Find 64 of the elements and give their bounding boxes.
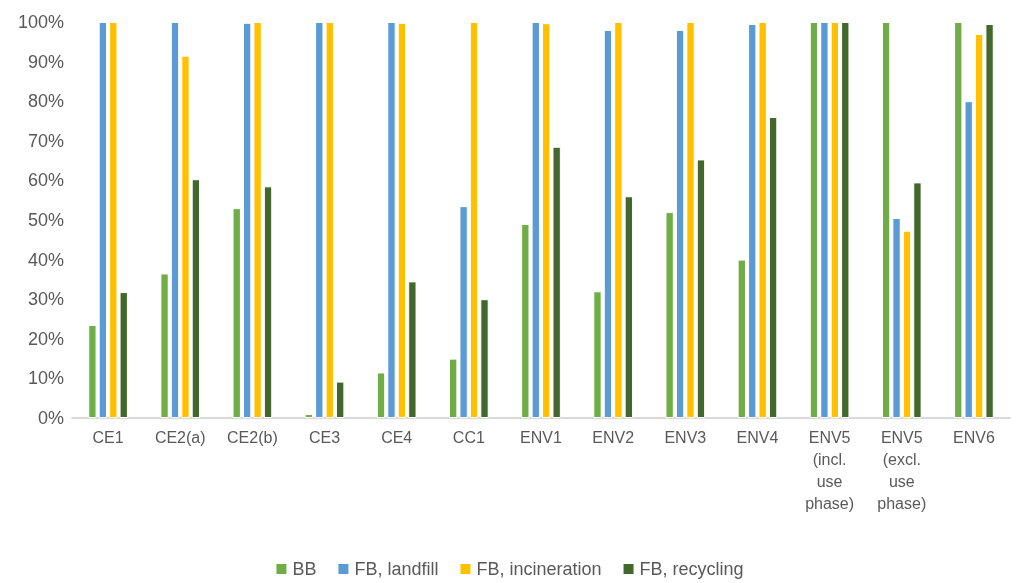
legend-label: FB, recycling xyxy=(639,559,744,579)
bar xyxy=(593,291,602,418)
legend-label: FB, incineration xyxy=(476,559,602,579)
x-tick-label: ENV5 (incl. use phase) xyxy=(805,428,855,512)
x-tick-label: ENV4 xyxy=(736,428,779,446)
bar xyxy=(232,208,241,418)
bar xyxy=(820,22,829,418)
bar xyxy=(603,29,613,418)
y-tick-label: 10% xyxy=(27,368,64,389)
y-tick-label: 40% xyxy=(27,249,64,270)
bar xyxy=(304,414,314,418)
x-tick-label: ENV3 xyxy=(664,428,707,446)
bar xyxy=(181,55,190,418)
x-tick-label: CE1 xyxy=(92,428,124,446)
bar xyxy=(480,299,489,418)
x-tick-label: CE2(a) xyxy=(154,428,206,446)
x-tick-label: CE3 xyxy=(308,428,341,446)
legend-label: FB, landfill xyxy=(354,559,439,579)
y-tick-label: 90% xyxy=(27,51,64,72)
bar xyxy=(696,159,706,418)
bar xyxy=(985,23,994,418)
bar xyxy=(98,22,108,418)
bar xyxy=(88,324,97,418)
bar xyxy=(408,281,417,418)
x-tick-label: ENV5 (excl. use phase) xyxy=(877,428,927,512)
bar xyxy=(191,179,201,418)
y-tick-label: 70% xyxy=(27,130,64,151)
bar xyxy=(336,381,345,418)
bar xyxy=(665,212,674,418)
bar xyxy=(686,22,695,418)
bar xyxy=(881,22,891,418)
bar xyxy=(737,259,746,418)
y-tick-label: 0% xyxy=(37,408,64,428)
y-tick-label: 100% xyxy=(17,12,64,32)
bar xyxy=(913,182,922,418)
bar xyxy=(160,273,169,418)
bar xyxy=(263,186,273,418)
bar xyxy=(675,29,685,418)
bar xyxy=(469,22,479,418)
y-tick-label: 50% xyxy=(27,210,64,230)
y-tick-label: 20% xyxy=(27,328,64,349)
bar xyxy=(242,22,252,418)
bar xyxy=(376,372,386,418)
x-tick-label: CE4 xyxy=(381,428,413,446)
x-tick-label: ENV6 xyxy=(953,428,995,446)
x-tick-label: ENV1 xyxy=(520,428,562,446)
y-tick-label: 60% xyxy=(27,170,64,191)
x-tick-label: CC1 xyxy=(452,428,485,446)
y-tick-label: 80% xyxy=(27,91,64,112)
bar xyxy=(841,22,850,418)
legend-label: BB xyxy=(292,559,317,579)
bar xyxy=(253,22,262,418)
x-tick-label: CE2(b) xyxy=(227,428,278,446)
bar xyxy=(974,33,984,418)
bar xyxy=(170,22,180,418)
bar xyxy=(397,22,407,418)
bar xyxy=(902,230,912,418)
bar xyxy=(830,22,840,418)
bar xyxy=(768,117,778,418)
x-tick-label: ENV2 xyxy=(592,428,635,446)
y-tick-label: 30% xyxy=(27,289,64,310)
bar xyxy=(387,22,396,418)
bar xyxy=(809,22,819,418)
bar xyxy=(892,218,901,418)
